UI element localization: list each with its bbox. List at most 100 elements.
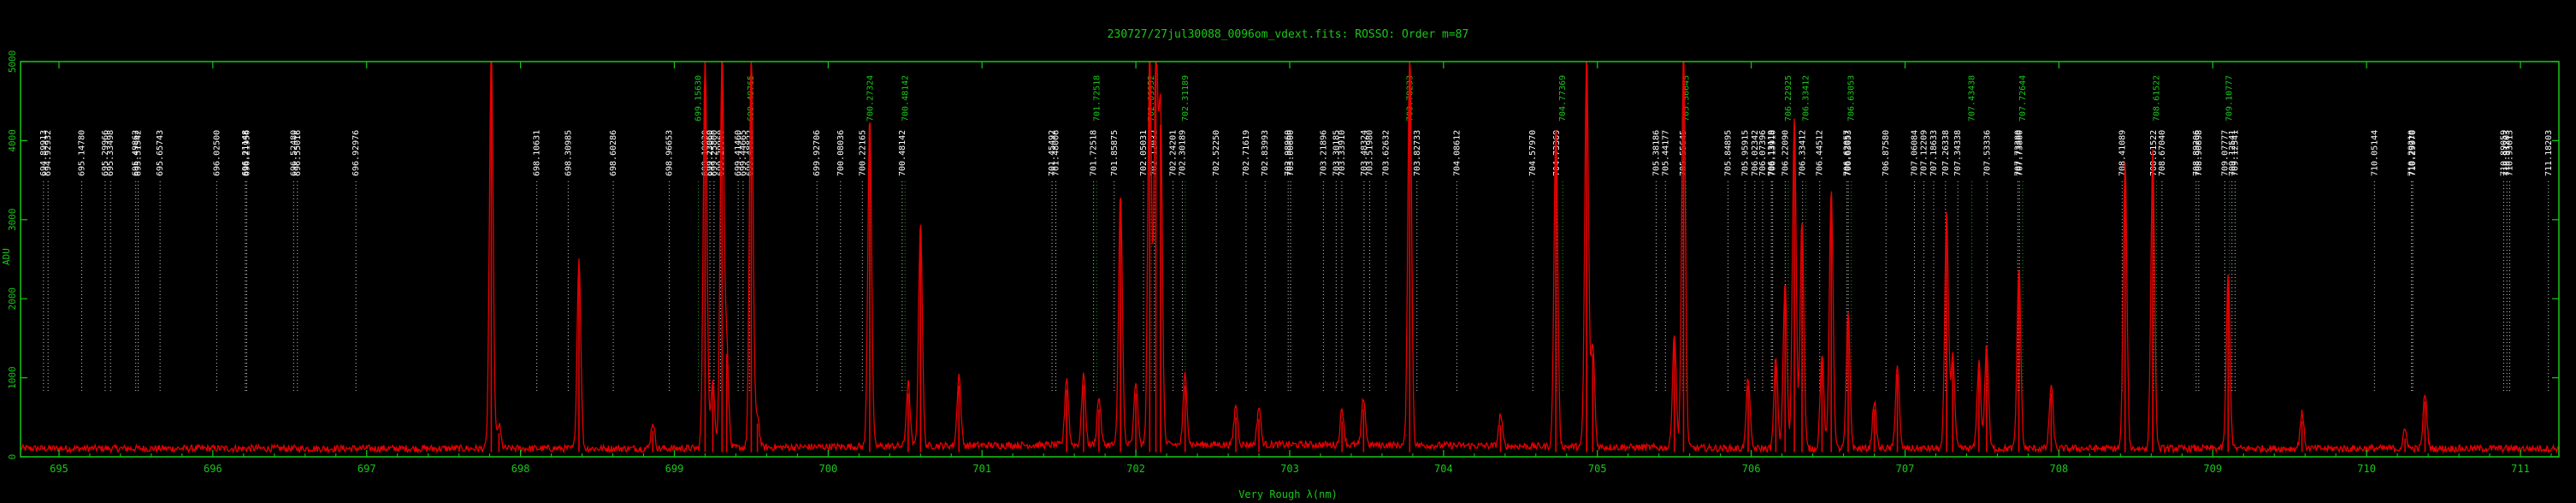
line-id-label: 702.71619 [1242,130,1251,176]
line-id-label: 710.29970 [2408,130,2418,176]
line-id-label: 706.07396 [1758,130,1768,176]
line-id-label: 702.05031 [1139,130,1149,176]
line-id-label: 709.07777 [2220,130,2230,176]
line-id-label: 699.92706 [812,130,822,176]
line-id-label: 704.57970 [1528,130,1538,176]
x-tick-label: 700 [819,463,838,475]
line-id-label: 696.21148 [241,130,251,176]
y-tick-label: 5000 [7,50,18,74]
line-id-label: 706.44512 [1816,130,1825,176]
line-id-label: 702.52250 [1212,130,1221,176]
chart-title: 230727/27jul30088_0096om_vdext.fits: ROS… [1108,28,1469,41]
line-id-label: 699.25800 [710,130,719,176]
line-id-label: 708.90898 [2195,130,2204,176]
line-id-label: 708.41089 [2118,130,2127,176]
y-tick-label: 4000 [7,129,18,152]
line-id-label: 701.72518 [1092,75,1102,121]
line-id-label: 709.12541 [2228,130,2237,176]
line-id-label: 707.72644 [2018,75,2028,121]
spectrum-series [20,61,2560,454]
line-id-label: 706.62057 [1842,130,1852,176]
line-id-label: 698.30985 [564,130,573,176]
line-id-label: 702.98960 [1284,130,1293,176]
line-id-label: 705.44177 [1661,130,1670,176]
x-tick-label: 703 [1280,463,1299,475]
line-id-label: 710.89059 [2499,130,2508,176]
x-tick-label: 695 [50,463,68,475]
x-tick-label: 702 [1126,463,1145,475]
line-id-label: 706.13119 [1767,130,1776,176]
plot-frame [20,61,2560,458]
x-tick-label: 699 [665,463,684,475]
line-id-label: 710.91203 [2502,130,2512,176]
line-id-label: 707.26338 [1941,130,1951,176]
line-id-label: 701.48006 [1052,130,1061,176]
line-id-label: 703.21896 [1319,130,1328,176]
line-id-label: 706.13916 [1769,130,1778,176]
line-id-label: 706.33412 [1801,75,1811,121]
line-id-label: 702.30189 [1178,130,1187,176]
y-tick-label: 1000 [7,366,18,389]
line-id-label: 698.60286 [609,130,618,176]
line-id-label: 703.33910 [1338,130,1347,176]
line-id-label: 699.44665 [739,130,748,176]
line-id-label: 699.15630 [694,75,704,121]
y-tick-label: 3000 [7,209,18,232]
line-id-label: 707.06084 [1910,130,1919,176]
line-id-label: 694.92932 [44,130,53,176]
line-id-label: 702.31189 [1181,75,1191,121]
line-id-label: 700.22165 [858,130,867,176]
line-id-label: 700.27324 [866,75,875,121]
line-id-label: 711.18203 [2544,130,2554,176]
line-id-label: 707.18633 [1929,130,1939,176]
line-id-label: 710.93013 [2505,130,2514,176]
line-id-label: 708.61522 [2153,75,2162,121]
line-id-label: 706.22925 [1784,75,1793,121]
line-id-label: 705.84895 [1723,130,1733,176]
line-id-label: 694.89913 [39,130,49,176]
line-id-label: 707.53336 [1982,130,1992,176]
line-id-label: 705.56645 [1681,75,1691,121]
line-id-label: 707.34338 [1953,130,1963,176]
x-tick-label: 706 [1742,463,1761,475]
line-id-label: 704.77369 [1558,75,1568,121]
x-tick-label: 704 [1434,463,1453,475]
line-id-label: 700.48142 [898,130,907,176]
line-id-label: 703.51980 [1366,130,1375,176]
x-tick-label: 707 [1896,463,1915,475]
line-id-label: 704.08612 [1452,130,1462,176]
line-id-label: 708.89206 [2192,130,2201,176]
plot-border [20,61,2560,458]
line-id-label: 696.55016 [293,130,303,176]
line-id-label: 706.63053 [1847,75,1857,121]
x-tick-label: 698 [511,463,530,475]
line-id-label: 701.85875 [1110,130,1120,176]
line-id-label: 698.96653 [665,130,675,176]
line-id-label: 703.00600 [1286,130,1296,176]
line-id-label: 702.83993 [1261,130,1270,176]
line-id-label: 708.61522 [2149,130,2159,176]
line-id-label: 707.73380 [2014,130,2024,176]
line-id-label: 707.43438 [1968,75,1977,121]
line-id-label: 695.65743 [156,130,165,176]
line-id-label: 700.48142 [901,75,910,121]
x-tick-label: 697 [357,463,376,475]
line-id-label: 703.48324 [1360,130,1369,176]
line-id-label: 702.24201 [1169,130,1179,176]
x-tick-label: 710 [2357,463,2376,475]
line-id-label: 706.33412 [1799,130,1808,176]
line-id-label: 710.29210 [2408,130,2417,176]
line-id-label: 706.87580 [1882,130,1891,176]
line-id-label: 703.62632 [1382,130,1391,176]
line-id-label: 706.63053 [1844,130,1853,176]
line-id-label: 708.67040 [2158,130,2167,176]
line-id-label: 695.51542 [134,130,144,176]
line-id-label: 706.02342 [1751,130,1760,176]
line-id-label: 696.21956 [242,130,251,176]
line-id-label: 696.92976 [352,130,361,176]
line-id-label: 706.22090 [1781,130,1790,176]
line-id-label: 705.38186 [1651,130,1661,176]
line-id-label: 707.12209 [1919,130,1929,176]
